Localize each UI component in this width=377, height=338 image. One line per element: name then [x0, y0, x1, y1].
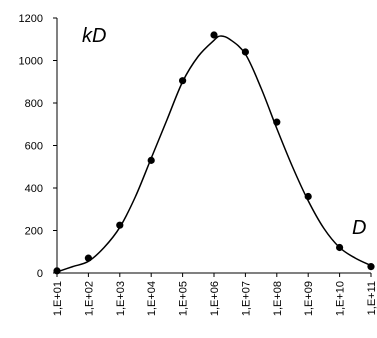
x-tick-label: 1,E+02 — [83, 281, 95, 316]
x-tick-label: 1,E+11 — [366, 281, 377, 315]
data-point — [304, 192, 312, 201]
data-point — [273, 118, 281, 126]
y-tick-label: 0 — [37, 268, 43, 280]
x-axis: 1,E+01 1,E+02 1,E+03 1,E+04 1,E+05 1,E+06 1,E+… — [52, 272, 377, 316]
data-point — [241, 48, 249, 56]
data-point — [116, 221, 124, 229]
y-tick-label: 600 — [25, 141, 43, 153]
y-axis: 0 200 400 600 800 1000 1200 — [19, 13, 58, 280]
data-point — [147, 156, 155, 164]
y-tick-label: 1000 — [19, 56, 43, 68]
fit-curve — [56, 35, 372, 273]
annotation-kd: kD — [82, 25, 106, 47]
x-tick-label: 1,E+05 — [178, 281, 190, 316]
x-tick-label: 1,E+08 — [272, 281, 284, 316]
y-tick-label: 400 — [25, 183, 43, 195]
data-point — [84, 254, 92, 262]
data-point — [210, 31, 218, 39]
y-tick-label: 800 — [25, 98, 43, 110]
data-point — [53, 267, 61, 275]
annotation-d: D — [352, 217, 366, 239]
x-tick-label: 1,E+04 — [146, 281, 158, 316]
x-tick-label: 1,E+10 — [335, 281, 347, 316]
x-tick-label: 1,E+09 — [303, 281, 315, 316]
data-point — [179, 77, 187, 85]
series — [53, 31, 375, 275]
x-tick-label: 1,E+06 — [209, 281, 221, 316]
data-point — [336, 243, 344, 252]
x-tick-label: 1,E+01 — [52, 281, 64, 316]
x-tick-label: 1,E+03 — [115, 281, 127, 316]
data-point — [367, 263, 375, 271]
y-tick-label: 1200 — [19, 13, 43, 25]
x-tick-label: 1,E+07 — [240, 281, 252, 316]
y-tick-label: 200 — [25, 226, 43, 238]
